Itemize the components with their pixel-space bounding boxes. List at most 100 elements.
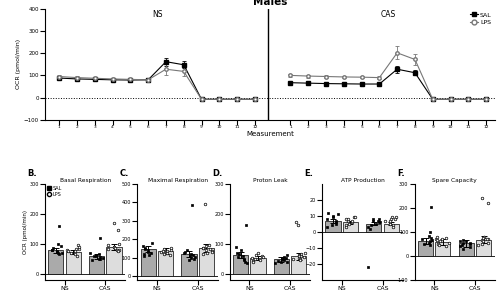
Text: F.: F. <box>397 169 404 178</box>
Point <box>199 252 207 256</box>
Point <box>203 251 211 256</box>
Point <box>387 217 395 222</box>
Point <box>183 248 191 253</box>
Point <box>92 253 100 258</box>
Point <box>252 257 260 262</box>
Point <box>160 247 168 252</box>
Point <box>436 239 444 244</box>
Point <box>446 240 454 245</box>
Point <box>113 248 121 253</box>
Point <box>188 252 196 256</box>
Bar <box>343 222 358 232</box>
Point <box>240 256 248 261</box>
Bar <box>199 248 214 276</box>
Point <box>342 225 350 229</box>
Point <box>90 253 98 258</box>
Point <box>428 204 436 209</box>
Point <box>282 259 290 264</box>
Point <box>296 258 304 263</box>
Point <box>386 222 394 226</box>
Point <box>372 222 380 226</box>
Point <box>188 203 196 207</box>
Point <box>88 258 96 263</box>
Point <box>140 246 148 251</box>
Point <box>442 244 450 249</box>
Text: NS: NS <box>152 10 162 19</box>
Point <box>256 258 264 263</box>
Point <box>157 250 165 255</box>
Point <box>332 218 340 223</box>
Point <box>418 237 426 241</box>
Point <box>459 238 467 243</box>
Point <box>334 212 342 217</box>
Bar <box>250 258 266 274</box>
Point <box>166 253 174 257</box>
Point <box>479 235 487 240</box>
Point <box>76 245 84 250</box>
Point <box>58 250 66 255</box>
Point <box>232 244 239 249</box>
Point <box>104 243 112 248</box>
Bar <box>326 221 340 232</box>
Point <box>139 243 147 248</box>
Point <box>199 245 207 250</box>
Bar <box>66 252 81 274</box>
Bar <box>476 240 491 256</box>
Point <box>350 215 358 220</box>
Point <box>466 245 473 250</box>
Point <box>114 249 122 254</box>
Point <box>74 253 82 258</box>
Point <box>296 257 304 262</box>
Point <box>50 246 58 251</box>
Y-axis label: OCR (pmol/min): OCR (pmol/min) <box>16 39 21 89</box>
Point <box>426 239 434 244</box>
Point <box>426 229 434 234</box>
Title: Males: Males <box>253 0 287 7</box>
Point <box>147 251 155 256</box>
Point <box>206 247 214 252</box>
Point <box>248 256 256 261</box>
Point <box>205 242 213 247</box>
Point <box>456 244 464 249</box>
Point <box>480 235 488 240</box>
Point <box>482 237 490 241</box>
Point <box>167 247 175 252</box>
Point <box>144 250 152 255</box>
Point <box>202 244 210 249</box>
Point <box>240 258 248 263</box>
Point <box>191 254 199 259</box>
Point <box>428 238 436 243</box>
Point <box>294 223 302 228</box>
Bar <box>140 249 156 276</box>
Point <box>426 243 434 247</box>
Point <box>432 238 440 243</box>
Point <box>104 247 112 252</box>
Point <box>364 265 372 269</box>
Point <box>48 248 56 253</box>
Point <box>250 256 258 261</box>
Point <box>242 261 250 266</box>
Point <box>159 249 167 254</box>
Point <box>295 253 303 258</box>
Point <box>367 223 375 228</box>
Point <box>235 252 243 257</box>
Point <box>96 235 104 240</box>
Title: Basal Respiration: Basal Respiration <box>60 178 110 183</box>
Point <box>300 255 308 260</box>
Point <box>426 235 434 240</box>
Point <box>271 261 279 266</box>
Point <box>282 256 290 261</box>
Point <box>375 220 383 225</box>
Point <box>110 220 118 225</box>
Point <box>202 248 210 253</box>
Point <box>250 259 258 264</box>
Point <box>72 247 80 252</box>
Point <box>484 200 492 205</box>
Point <box>180 251 188 256</box>
Point <box>392 215 400 220</box>
Point <box>54 251 62 256</box>
Point <box>391 217 399 222</box>
Point <box>276 260 284 265</box>
Point <box>295 256 303 261</box>
Point <box>258 254 266 259</box>
